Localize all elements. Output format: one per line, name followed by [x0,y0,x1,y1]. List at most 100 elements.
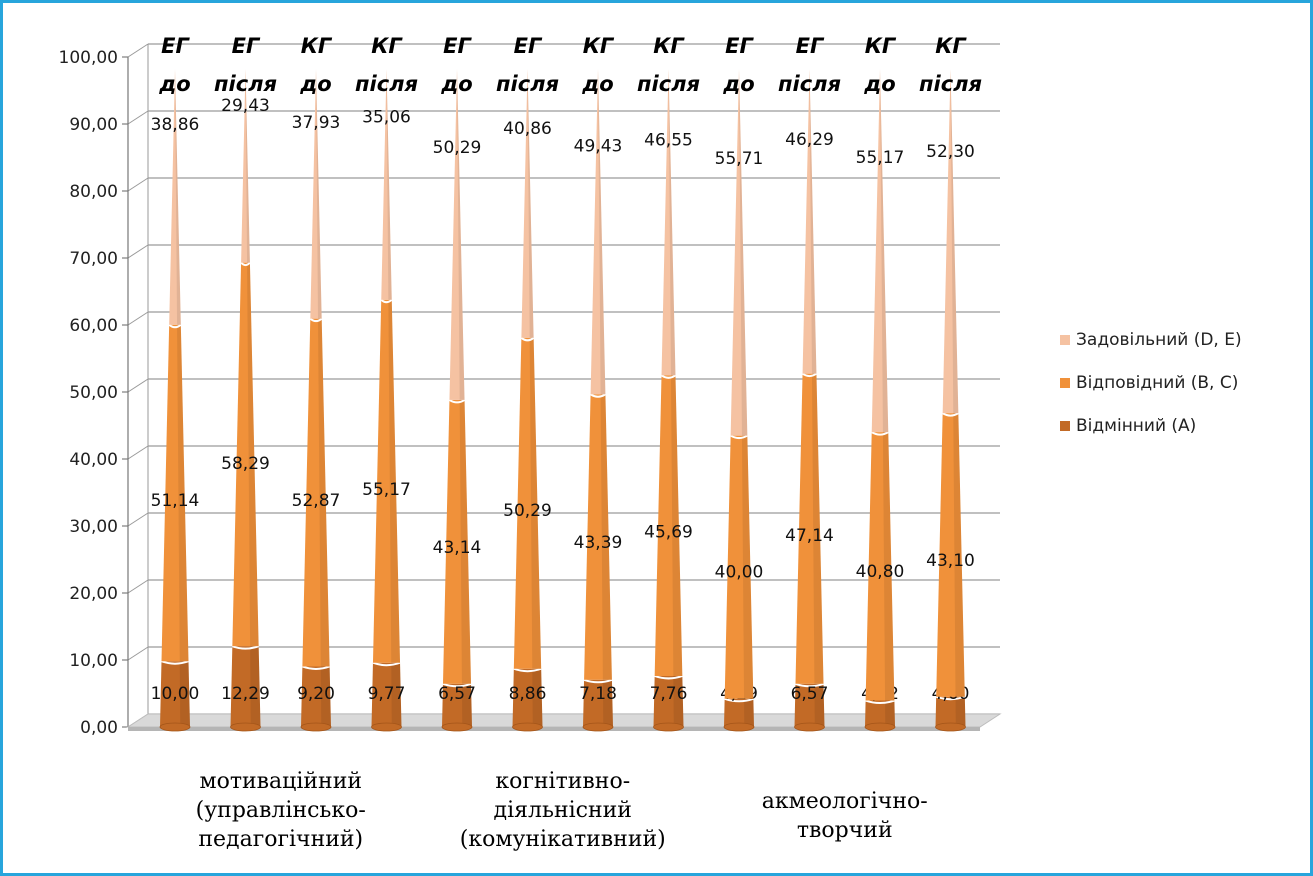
gridline-diagonal [127,378,149,393]
cone-shade [250,646,261,727]
cone-boundary [231,645,260,650]
data-label: 49,43 [574,136,623,156]
data-label: 43,10 [926,551,975,571]
cone-segment [513,337,542,669]
category-group-label: КГ [935,34,967,58]
legend-label: Відповідний (B, C) [1076,373,1238,393]
cone-shade [950,69,959,414]
cone-boundary [865,699,895,705]
data-label: 6,57 [791,684,829,704]
x-group-label-line: мотиваційний [199,769,362,794]
cone-shade [809,69,817,374]
category-stage-label: після [637,72,700,96]
category-stage-label: до [581,72,613,96]
x-group-label: мотиваційний (управлінсько-педагогічний) [196,769,366,852]
cone-boundary [730,434,748,440]
cone-shade [245,68,250,263]
cone-shade [955,696,966,727]
category-stage-label: після [778,72,841,96]
legend-swatch [1060,378,1070,388]
x-group-label-line: (управлінсько- [196,798,366,823]
cone-boundary [871,431,889,436]
category-group-label: КГ [301,34,333,58]
cone-segment [865,700,895,727]
cone-segment [169,69,181,325]
data-label: 7,18 [579,684,617,704]
cone-bar: 8,86 50,29 40,86 [503,68,552,732]
category-group-label: ЕГ [725,34,754,58]
cone-segment [442,399,472,684]
cone-segment [371,662,402,727]
cone-segment [302,318,330,667]
cone-bar: 6,57 43,14 50,29 [433,69,481,732]
cone-shade [175,69,181,325]
gridline-diagonal [127,445,149,460]
cone-shade [814,683,825,727]
data-label: 40,00 [715,563,764,583]
category-stage-label: після [214,72,277,96]
data-label: 55,17 [856,148,905,168]
cone-base [723,722,755,732]
legend-swatch [1060,421,1070,431]
cone-segment [442,683,472,727]
data-label: 7,76 [650,684,688,704]
cone-boundary [161,660,189,665]
cone-bar: 10,00 51,14 38,86 [151,69,200,732]
cone-shade [532,668,543,727]
cone-boundary [168,323,182,329]
cone-segment [310,69,322,319]
data-label: 52,30 [926,142,975,162]
cone-boundary [520,336,535,342]
cone-shade [247,262,259,647]
cone-bar: 12,29 58,29 29,43 [221,68,270,732]
cone-segment [724,435,754,699]
cone-segment [795,373,824,684]
cone-bar: 7,18 43,39 49,43 [574,69,623,732]
gridline-diagonal [127,311,149,326]
data-label: 43,39 [574,533,623,553]
data-label: 45,69 [644,522,693,542]
cone-shade [739,69,748,436]
cone-boundary [513,667,542,673]
category-stage-label: до [863,72,895,96]
cone-shade [744,698,754,727]
cone-base [794,722,825,732]
cone-shade [953,413,965,697]
cone-shade [598,69,606,395]
cone-boundary [583,678,613,684]
legend-label: Задовільний (D, E) [1076,330,1242,350]
cone-shade [882,432,895,701]
category-stage-label: після [355,72,418,96]
cone-boundary [302,665,330,670]
y-tick-label: 50,00 [69,383,118,403]
y-tick-label: 100,00 [59,48,118,68]
legend-swatch [1060,335,1070,345]
category-group-label: КГ [653,34,685,58]
cone-segment [724,698,754,727]
x-group-label-line: когнітивно- [495,769,630,794]
data-label: 46,55 [644,131,693,151]
cone-shade [600,394,612,680]
cone-segment [381,69,392,300]
cone-base [653,722,684,732]
cone-shade [670,375,683,676]
data-label: 40,86 [503,119,552,139]
data-label: 6,57 [438,684,476,704]
gridline-diagonal [127,579,149,594]
data-label: 47,14 [785,526,834,546]
cone-segment [590,69,606,395]
cone-segment [871,69,889,433]
x-group-label-line: (комунікативний) [460,827,666,852]
cone-shade [386,69,392,300]
data-label: 38,86 [151,115,200,135]
cone-shade [885,700,895,727]
cone-base [371,722,402,732]
gridline-diagonal [127,512,149,527]
cone-shade [177,324,189,662]
data-label: 40,80 [856,562,905,582]
cone-shade [673,675,684,727]
cone-shade [880,69,889,433]
cone-segment [942,69,959,414]
